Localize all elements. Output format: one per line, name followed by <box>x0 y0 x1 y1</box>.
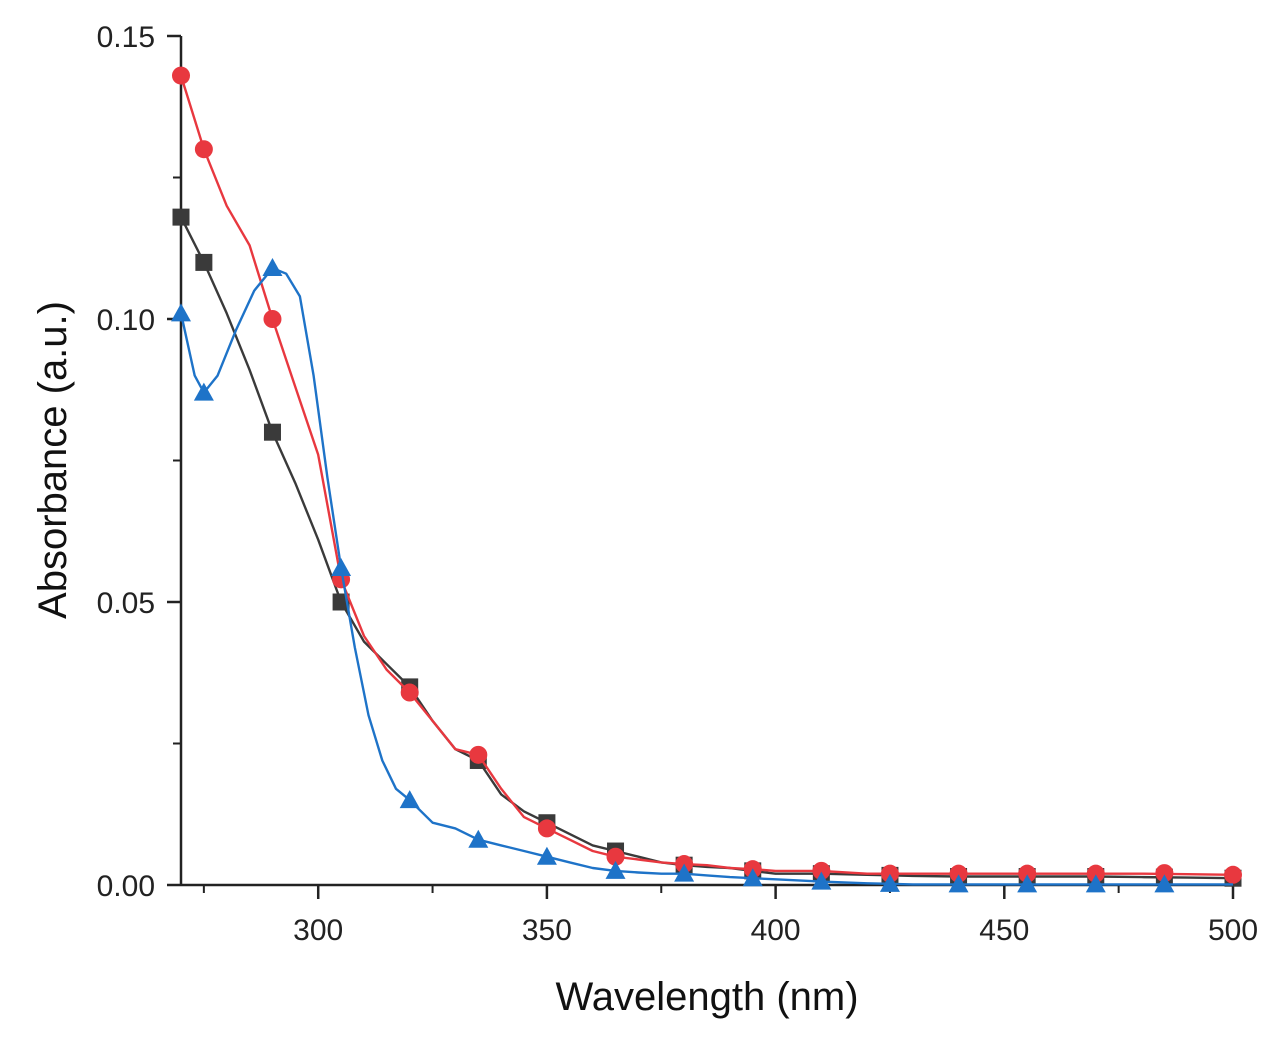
series-blue-point <box>1017 874 1038 893</box>
series-red-point <box>606 847 625 866</box>
y-tick-label: 0.00 <box>97 870 155 903</box>
series-red-point <box>400 683 419 702</box>
series-red-point <box>1086 864 1105 883</box>
series-blue-point <box>1154 874 1175 893</box>
series-red-point <box>812 861 831 880</box>
series-red-point <box>263 310 282 328</box>
x-tick-label: 450 <box>979 914 1029 947</box>
series-blue-point <box>605 860 626 879</box>
series-blue-point <box>674 863 695 882</box>
axes: 300 350 400 450 500 0.00 0.05 0.10 0.15 <box>97 21 1258 947</box>
series-red-point <box>1155 864 1174 883</box>
series-black-point <box>172 208 190 226</box>
series-blue-point <box>1085 874 1106 893</box>
series-black-point <box>263 423 281 441</box>
series-blue-point <box>742 868 763 887</box>
x-tick-label: 500 <box>1208 914 1258 947</box>
series-red-line <box>179 75 1234 876</box>
series-red-point <box>194 140 213 159</box>
series-black-point <box>195 253 213 271</box>
series-red-point <box>469 745 488 764</box>
y-ticks: 0.00 0.05 0.10 0.15 <box>97 21 181 903</box>
x-axis-title: Wavelength (nm) <box>555 975 858 1019</box>
series-red <box>172 66 1242 884</box>
series-blue-point <box>879 873 900 892</box>
series-red-point <box>949 864 968 883</box>
x-tick-label: 350 <box>522 914 572 947</box>
series-blue-point <box>811 871 832 890</box>
y-tick-label: 0.10 <box>97 304 155 337</box>
x-tick-label: 400 <box>751 914 801 947</box>
y-tick-label: 0.05 <box>97 587 155 620</box>
series-black <box>172 208 1242 887</box>
series-red-point <box>880 864 899 883</box>
series-red-point <box>1018 864 1037 883</box>
series-blue-point <box>171 303 191 322</box>
series-blue-point <box>948 874 969 893</box>
series-blue <box>171 258 1233 893</box>
x-ticks: 300 350 400 450 500 <box>202 885 1258 947</box>
series-red-point <box>1224 865 1242 884</box>
series-red-point <box>537 819 556 838</box>
series-blue-point <box>193 382 214 401</box>
series-blue-point <box>468 829 489 848</box>
series-red-point <box>172 66 190 85</box>
series-blue-point <box>536 846 557 865</box>
y-axis-title: Absorbance (a.u.) <box>31 301 75 619</box>
y-tick-label: 0.15 <box>97 21 155 54</box>
series-blue-point <box>331 558 352 577</box>
x-tick-label: 300 <box>293 914 343 947</box>
series-blue-point <box>399 790 420 809</box>
plot-area <box>171 66 1242 893</box>
series-blue-line <box>179 266 1233 886</box>
series-blue-point <box>262 258 283 277</box>
